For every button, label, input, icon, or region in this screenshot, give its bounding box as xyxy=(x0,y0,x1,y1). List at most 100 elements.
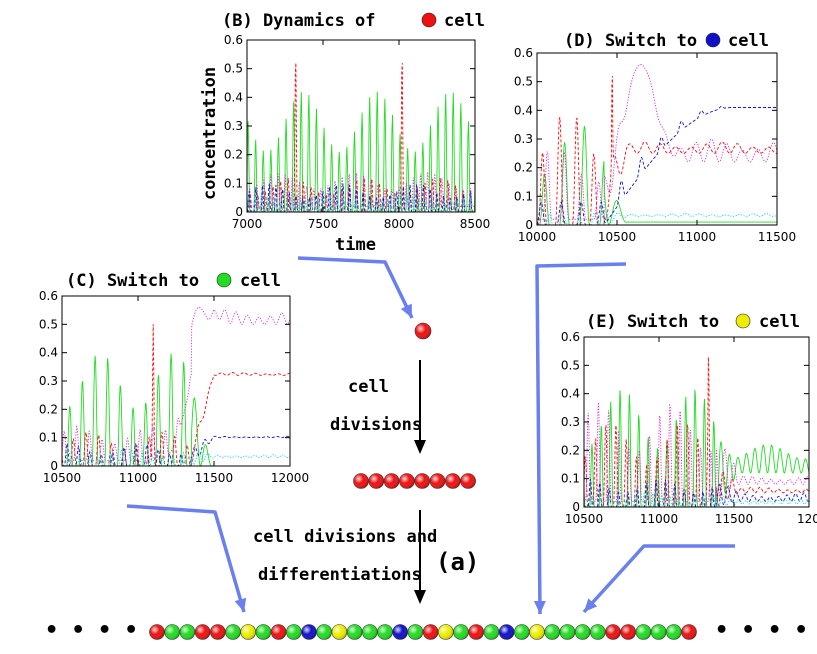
cell-red xyxy=(194,624,211,640)
cell-yellow xyxy=(529,624,545,640)
cell-red xyxy=(210,624,226,640)
panel-c-ytick-label: 0 xyxy=(50,459,58,473)
cell-red-highlight xyxy=(468,624,484,640)
cell-red xyxy=(270,624,287,640)
panel-d-series-red-line xyxy=(537,75,778,226)
arrow-c-to-final-row-shaft xyxy=(126,504,246,613)
left-ellipsis: • • • • xyxy=(45,618,138,643)
panel-d-series-magenta-line xyxy=(537,64,778,220)
cell-green xyxy=(559,624,576,640)
cell-red xyxy=(444,473,461,489)
panel-d-title-cell-icon xyxy=(705,32,721,48)
cell-green-highlight xyxy=(453,624,469,640)
panel-b-xtick-label: 8500 xyxy=(460,217,491,231)
cell-differentiation-label-1: cell divisions and xyxy=(253,527,437,547)
cell-green xyxy=(346,624,363,640)
panel-e-ytick-label: 0.3 xyxy=(561,415,580,429)
panel-c-ytick-label: 0.5 xyxy=(39,317,58,331)
panel-c-series-red-line xyxy=(61,324,290,467)
cell-green xyxy=(361,624,378,640)
cell-red xyxy=(429,473,446,489)
cell-green-highlight xyxy=(590,624,606,640)
cell-blue xyxy=(392,624,409,640)
cell-green xyxy=(589,624,606,640)
panel-d-ytick-label: 0 xyxy=(525,218,533,232)
panel-e-series-red-line xyxy=(583,357,810,508)
cell-green-highlight xyxy=(635,624,651,640)
cell-blue xyxy=(498,624,515,640)
panel-b-ytick-label: 0.5 xyxy=(224,62,243,76)
panel-e-ytick-label: 0.2 xyxy=(561,443,580,457)
cell-red-highlight xyxy=(210,624,226,640)
panel-d-ytick-label: 0.4 xyxy=(514,103,533,117)
panel-e-xtick-label: 11500 xyxy=(715,512,753,526)
panel-b-ytick-label: 0 xyxy=(235,205,243,219)
cell-green xyxy=(255,624,272,640)
panel-a-label: (a) xyxy=(436,548,479,576)
panel-d-frame xyxy=(536,52,778,226)
right-ellipsis: • • • • xyxy=(715,618,808,643)
panel-d-series-cyan-line xyxy=(536,210,778,226)
panel-b-title-cell-icon xyxy=(421,12,437,28)
cell-red xyxy=(620,624,637,640)
cell-green-highlight xyxy=(179,624,195,640)
panel-c-series-magenta-line xyxy=(61,306,291,461)
arrow-b-to-single-cell-shaft xyxy=(297,256,414,319)
cell-red xyxy=(605,624,621,640)
cell-red-highlight xyxy=(384,473,400,489)
cell-blue-highlight xyxy=(499,624,515,640)
cell-green xyxy=(407,624,424,640)
cell-green-highlight xyxy=(225,624,241,640)
panel-e-title-prefix: (E) Switch to xyxy=(586,312,719,332)
panel-e-chart: (E) Switch to cell 0 0.1 0.2 0.3 0.4 0.5 0.6 10… xyxy=(561,312,817,526)
cell-red-highlight xyxy=(415,323,431,339)
cell-green xyxy=(544,624,561,640)
arrow-b-to-single-cell-head xyxy=(400,303,412,318)
panel-b-xtick-label: 8000 xyxy=(384,217,415,231)
panel-d-chart: (D) Switch to cell 0 0.1 0.2 0.3 0.4 0.5 0.6 10… xyxy=(514,31,796,244)
division-arrow-2-head xyxy=(414,590,426,604)
cell-green xyxy=(635,624,652,640)
panel-c-title-prefix: (C) Switch to xyxy=(66,271,199,291)
panel-d-xtick-label: 11500 xyxy=(758,230,796,244)
panel-e-xtick-label: 1200 xyxy=(797,512,817,526)
panel-b-title-suffix: cell xyxy=(444,11,485,31)
cell-red-highlight xyxy=(620,624,636,640)
cell-green-highlight xyxy=(164,624,180,640)
cell-red-highlight xyxy=(414,473,430,489)
panel-b-ytick-label: 0.1 xyxy=(224,176,243,190)
cell-yellow xyxy=(437,624,454,640)
cell-green-highlight xyxy=(514,624,530,640)
panel-c-ytick-label: 0.1 xyxy=(39,431,58,445)
cell-red-highlight xyxy=(353,473,369,489)
cell-green-highlight xyxy=(575,624,591,640)
panel-c-plot-area: 0 0.1 0.2 0.3 0.4 0.5 0.6 10500 11000 11500 12000 xyxy=(39,289,309,485)
connector-arrows xyxy=(126,256,735,615)
cell-red-highlight xyxy=(399,473,415,489)
cell-yellow xyxy=(331,624,348,640)
panel-e-title-cell-icon xyxy=(735,313,751,329)
panel-b-ytick-label: 0.4 xyxy=(224,90,243,104)
cell-red xyxy=(353,473,369,489)
cell-green xyxy=(574,624,591,640)
panel-b-xtick-label: 7500 xyxy=(308,217,339,231)
panel-b-xtick-label: 7000 xyxy=(232,217,263,231)
cell-green-highlight xyxy=(362,624,378,640)
cell-divisions-label-1: cell xyxy=(348,377,389,397)
panel-d-ytick-label: 0.2 xyxy=(514,161,533,175)
cell-red xyxy=(383,473,400,489)
division-arrow-1-head xyxy=(414,440,426,454)
cell-blue-highlight xyxy=(301,624,317,640)
cell-red-highlight xyxy=(605,624,621,640)
panel-d-ytick-label: 0.5 xyxy=(514,75,533,89)
cell-red-highlight xyxy=(195,624,211,640)
panel-c-series-green-line xyxy=(62,353,290,467)
panel-c-ytick-label: 0.2 xyxy=(39,402,58,416)
panel-e-ytick-label: 0.6 xyxy=(561,330,580,344)
panel-b-chart: (B) Dynamics of cell concentration time … xyxy=(200,11,490,255)
cell-red-highlight xyxy=(430,473,445,489)
cell-green xyxy=(483,624,500,640)
panel-c-title-cell-icon xyxy=(216,272,232,288)
panel-d-xtick-label: 10500 xyxy=(598,230,636,244)
cell-green xyxy=(316,624,333,640)
